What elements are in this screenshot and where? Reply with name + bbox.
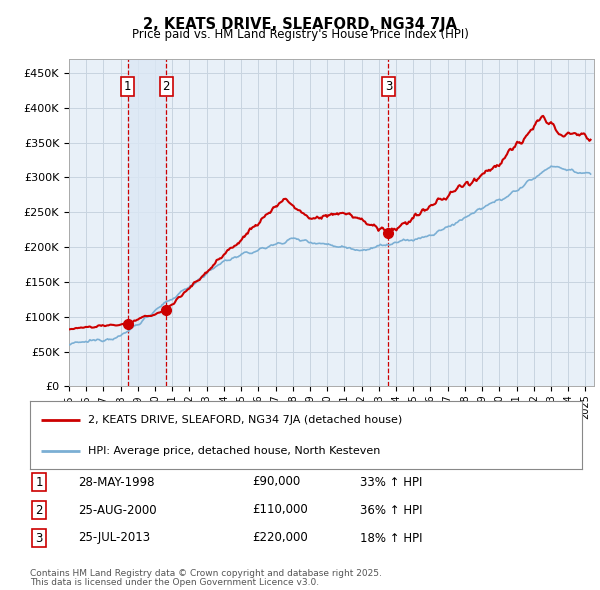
Text: 1: 1 bbox=[35, 476, 43, 489]
Text: 1: 1 bbox=[124, 80, 131, 93]
Text: 2, KEATS DRIVE, SLEAFORD, NG34 7JA (detached house): 2, KEATS DRIVE, SLEAFORD, NG34 7JA (deta… bbox=[88, 415, 402, 425]
Text: 3: 3 bbox=[35, 532, 43, 545]
Text: 2, KEATS DRIVE, SLEAFORD, NG34 7JA: 2, KEATS DRIVE, SLEAFORD, NG34 7JA bbox=[143, 17, 457, 31]
Text: 2: 2 bbox=[35, 503, 43, 516]
Text: 18% ↑ HPI: 18% ↑ HPI bbox=[360, 532, 422, 545]
Bar bbox=[128, 59, 166, 386]
Text: 2: 2 bbox=[163, 80, 170, 93]
Text: £110,000: £110,000 bbox=[252, 503, 308, 516]
Text: This data is licensed under the Open Government Licence v3.0.: This data is licensed under the Open Gov… bbox=[30, 578, 319, 587]
Text: £90,000: £90,000 bbox=[252, 476, 300, 489]
Text: HPI: Average price, detached house, North Kesteven: HPI: Average price, detached house, Nort… bbox=[88, 445, 380, 455]
Text: Contains HM Land Registry data © Crown copyright and database right 2025.: Contains HM Land Registry data © Crown c… bbox=[30, 569, 382, 578]
Text: Price paid vs. HM Land Registry's House Price Index (HPI): Price paid vs. HM Land Registry's House … bbox=[131, 28, 469, 41]
Text: 36% ↑ HPI: 36% ↑ HPI bbox=[360, 503, 422, 516]
Text: 28-MAY-1998: 28-MAY-1998 bbox=[78, 476, 155, 489]
Text: 33% ↑ HPI: 33% ↑ HPI bbox=[360, 476, 422, 489]
Text: 3: 3 bbox=[385, 80, 392, 93]
Text: 25-AUG-2000: 25-AUG-2000 bbox=[78, 503, 157, 516]
Text: 25-JUL-2013: 25-JUL-2013 bbox=[78, 532, 150, 545]
Text: £220,000: £220,000 bbox=[252, 532, 308, 545]
